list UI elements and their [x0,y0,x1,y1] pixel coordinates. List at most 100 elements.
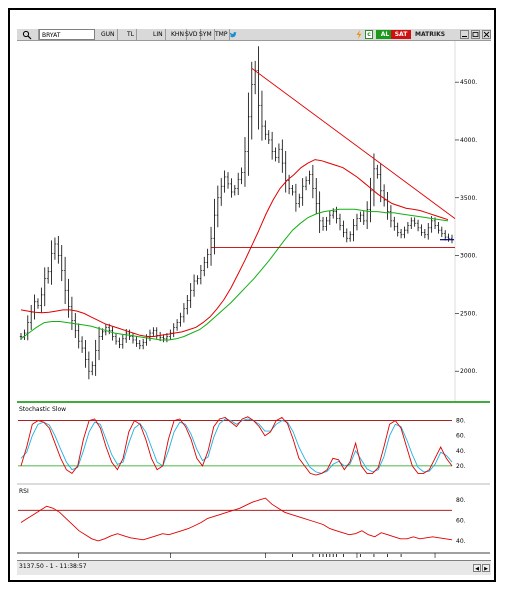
stochastic-k-line [20,416,453,476]
price-tick-label: 3000. [460,253,477,260]
price-tick-label: 2000. [460,368,477,375]
price-bar [396,222,400,237]
price-bar [403,226,406,239]
symbol-input[interactable]: BRYAT [39,29,95,40]
price-bar [128,329,131,340]
rsi-tick-label: 60. [456,517,466,524]
price-bar [97,326,101,361]
stochastic-d-line [20,418,453,474]
price-bar [141,338,145,350]
price-bar [243,136,247,187]
c-icon[interactable]: c [365,30,373,39]
price-bar [114,333,118,345]
price-bar [19,333,23,340]
price-bar [70,296,74,331]
stochastic-title: Stochastic Slow [19,406,66,413]
price-bar [359,211,362,223]
price-bar [314,177,318,215]
price-bar [57,235,60,264]
price-bar [416,219,420,232]
price-bar [321,216,325,231]
khn-button[interactable]: KHN [169,29,187,40]
twitter-bird-icon[interactable] [228,29,238,40]
price-bar [409,217,413,229]
price-bar [426,222,430,240]
svd-button[interactable]: SVD [183,29,201,40]
price-bar [118,337,121,349]
price-bar [250,61,254,140]
scroll-right-icon[interactable]: ▶ [482,564,490,572]
currency-button[interactable]: TL [125,29,138,40]
buy-button[interactable]: AL [376,30,394,39]
moving-average-green [20,208,449,341]
rsi-title: RSI [19,488,29,495]
price-bar [352,219,355,242]
price-bar [382,184,386,207]
price-bar [297,193,301,208]
sell-button[interactable]: SAT [391,30,411,39]
rsi-tick-label: 40. [456,538,466,545]
price-bar [318,191,321,234]
resistance-trendline[interactable] [251,67,456,219]
price-bar [87,351,91,380]
price-bar [236,172,240,195]
price-bar [63,256,67,305]
price-bar [226,172,230,189]
price-bar [36,298,40,309]
lightning-icon[interactable] [354,29,364,40]
price-bar [124,328,128,343]
price-bar [369,177,372,223]
price-bar [94,339,97,376]
price-bar [50,240,53,285]
price-bar [264,120,267,140]
price-bar [90,361,94,376]
linear-button[interactable]: LIN [151,29,166,40]
price-bar [342,220,345,238]
price-tick-label: 2500. [460,310,477,317]
price-bar [209,226,213,266]
price-bar [376,164,379,179]
price-panel: 2000. 2500. 3000. 3500. 4000. 4500. [17,41,490,403]
price-bar [219,178,223,206]
period-button[interactable]: GUN [99,29,118,40]
price-bar [413,217,416,227]
status-readout: 3137.50 - 1 - 11:38:57 [19,563,87,570]
price-bar [202,256,206,277]
sym-button[interactable]: SYM [197,29,215,40]
price-bar [233,185,237,196]
price-bar [277,143,281,163]
stochastic-tick-label: 40. [456,448,466,455]
price-bar [294,183,298,212]
scroll-left-icon[interactable]: ◀ [473,564,481,572]
price-bar [46,266,50,284]
price-bar [199,264,203,285]
search-icon[interactable] [17,29,39,40]
price-bar [26,315,30,341]
price-bar [437,222,440,234]
price-bar [67,278,70,318]
price-bar [274,147,277,162]
price-bar [257,46,260,130]
price-bar [182,303,186,323]
price-bar [80,336,84,353]
price-bar [111,326,114,341]
price-bar [185,294,189,315]
price-tick-label: 4500. [460,79,477,86]
price-bar [440,226,444,238]
price-bar [389,205,393,228]
price-bar [328,211,332,225]
minimize-icon[interactable] [460,30,469,39]
price-bar [138,339,142,350]
price-bar [443,230,447,241]
price-bar [393,216,396,231]
template-button[interactable]: TMP [213,29,231,40]
status-bar: 3137.50 - 1 - 11:38:57 ◀ ▶ [17,560,491,575]
stochastic-tick-label: 20. [456,463,466,470]
restore-icon[interactable] [471,30,480,39]
price-bar [216,185,220,228]
price-bar [406,222,410,234]
price-bar [152,327,155,337]
price-bar [175,319,179,331]
close-icon[interactable] [482,30,491,39]
